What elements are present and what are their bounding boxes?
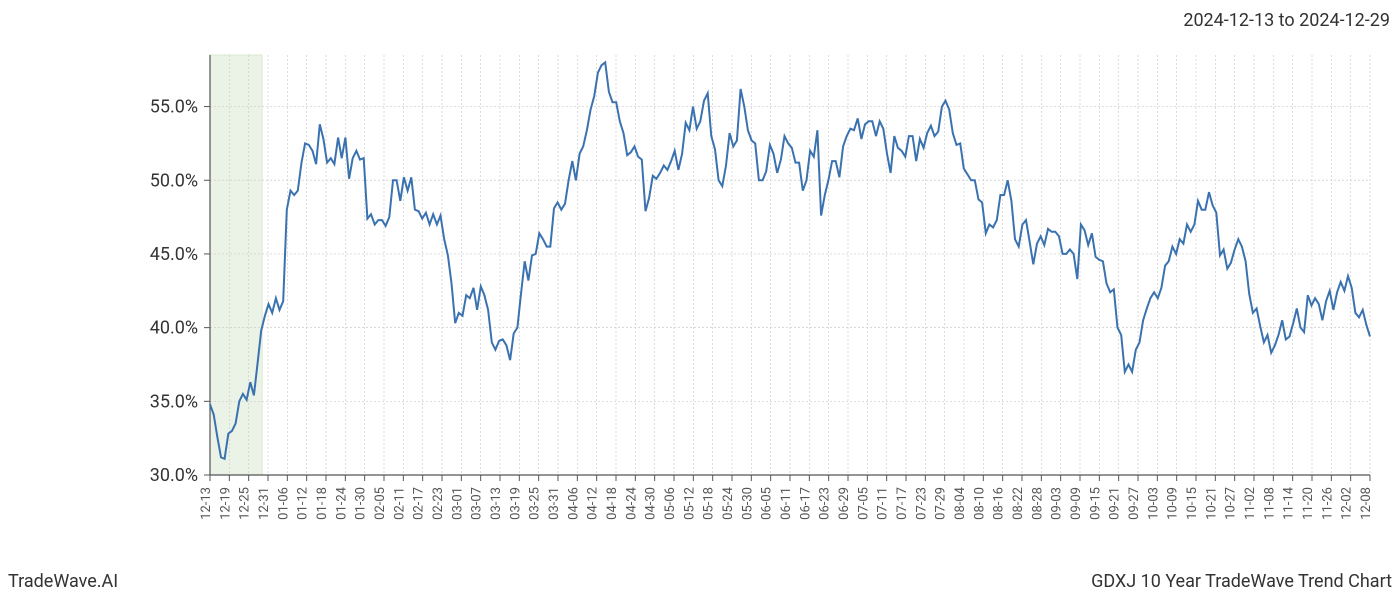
svg-text:06-29: 06-29 — [837, 487, 852, 520]
svg-text:01-12: 01-12 — [296, 487, 311, 520]
trend-chart: 30.0% 35.0% 40.0% 45.0% 50.0% 55.0% 12-13 12-19… — [0, 0, 1400, 600]
svg-text:12-02: 12-02 — [1340, 487, 1355, 520]
svg-text:07-29: 07-29 — [934, 487, 949, 520]
svg-text:09-03: 09-03 — [1050, 487, 1065, 520]
svg-text:11-20: 11-20 — [1301, 487, 1316, 520]
svg-text:04-12: 04-12 — [586, 487, 601, 520]
svg-text:08-10: 08-10 — [972, 487, 987, 520]
svg-text:12-08: 12-08 — [1359, 487, 1374, 520]
svg-text:09-27: 09-27 — [1127, 487, 1142, 520]
svg-text:35.0%: 35.0% — [150, 391, 198, 412]
svg-text:03-31: 03-31 — [547, 487, 562, 520]
svg-text:10-21: 10-21 — [1204, 487, 1219, 520]
svg-text:05-12: 05-12 — [682, 487, 697, 520]
date-range-label: 2024-12-13 to 2024-12-29 — [1183, 10, 1390, 31]
svg-text:01-30: 01-30 — [354, 487, 369, 520]
svg-text:04-24: 04-24 — [624, 486, 639, 520]
svg-text:06-23: 06-23 — [818, 487, 833, 520]
svg-text:03-13: 03-13 — [489, 487, 504, 520]
svg-text:10-27: 10-27 — [1224, 487, 1239, 520]
svg-text:10-03: 10-03 — [1146, 487, 1161, 520]
svg-text:08-04: 08-04 — [953, 486, 968, 520]
svg-text:04-30: 04-30 — [644, 487, 659, 520]
svg-text:12-31: 12-31 — [257, 487, 272, 520]
svg-text:05-06: 05-06 — [663, 487, 678, 520]
svg-text:03-19: 03-19 — [508, 487, 523, 520]
svg-text:07-11: 07-11 — [876, 487, 891, 520]
svg-text:01-24: 01-24 — [334, 486, 349, 520]
svg-text:45.0%: 45.0% — [150, 244, 198, 265]
svg-text:09-09: 09-09 — [1069, 487, 1084, 520]
svg-text:04-18: 04-18 — [605, 487, 620, 520]
svg-text:03-25: 03-25 — [528, 487, 543, 520]
svg-text:03-07: 03-07 — [470, 487, 485, 520]
svg-text:11-26: 11-26 — [1320, 487, 1335, 520]
svg-text:07-17: 07-17 — [895, 487, 910, 520]
svg-text:07-23: 07-23 — [914, 487, 929, 520]
svg-text:11-14: 11-14 — [1282, 486, 1297, 520]
svg-text:55.0%: 55.0% — [150, 97, 198, 118]
svg-text:05-24: 05-24 — [721, 486, 736, 520]
svg-text:10-15: 10-15 — [1185, 487, 1200, 520]
svg-text:10-09: 10-09 — [1166, 487, 1181, 520]
svg-text:11-08: 11-08 — [1262, 487, 1277, 520]
chart-container: 2024-12-13 to 2024-12-29 30.0% 35.0% 40.0%… — [0, 0, 1400, 600]
svg-text:11-02: 11-02 — [1243, 487, 1258, 520]
svg-text:02-11: 02-11 — [392, 487, 407, 520]
svg-text:04-06: 04-06 — [566, 487, 581, 520]
svg-text:02-17: 02-17 — [412, 487, 427, 520]
svg-text:03-01: 03-01 — [450, 487, 465, 520]
svg-text:07-05: 07-05 — [856, 487, 871, 520]
svg-text:12-13: 12-13 — [199, 487, 214, 520]
svg-text:01-18: 01-18 — [315, 487, 330, 520]
svg-text:12-25: 12-25 — [238, 487, 253, 520]
svg-text:01-06: 01-06 — [276, 487, 291, 520]
svg-text:08-22: 08-22 — [1011, 487, 1026, 520]
svg-text:40.0%: 40.0% — [150, 318, 198, 339]
brand-label: TradeWave.AI — [8, 571, 118, 592]
svg-text:50.0%: 50.0% — [150, 170, 198, 191]
svg-text:06-17: 06-17 — [798, 487, 813, 520]
svg-text:08-16: 08-16 — [992, 487, 1007, 520]
svg-text:06-05: 06-05 — [760, 487, 775, 520]
svg-text:05-30: 05-30 — [740, 487, 755, 520]
svg-text:09-15: 09-15 — [1088, 487, 1103, 520]
svg-text:02-05: 02-05 — [373, 487, 388, 520]
chart-title: GDXJ 10 Year TradeWave Trend Chart — [1091, 571, 1392, 592]
svg-text:09-21: 09-21 — [1108, 487, 1123, 520]
svg-text:12-19: 12-19 — [218, 487, 233, 520]
svg-text:08-28: 08-28 — [1030, 487, 1045, 520]
svg-text:06-11: 06-11 — [779, 487, 794, 520]
svg-text:30.0%: 30.0% — [150, 465, 198, 486]
svg-text:05-18: 05-18 — [702, 487, 717, 520]
svg-text:02-23: 02-23 — [431, 487, 446, 520]
